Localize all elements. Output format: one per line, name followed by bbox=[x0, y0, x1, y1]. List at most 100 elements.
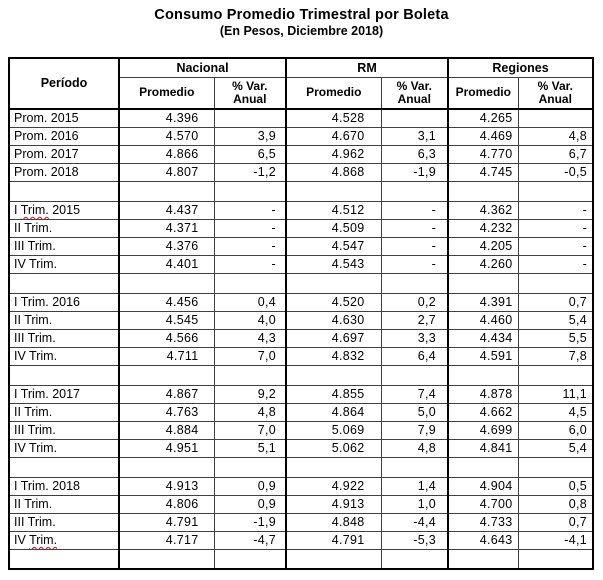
cell-nacional-var: 5,1 bbox=[213, 438, 287, 458]
empty-cell bbox=[285, 180, 382, 202]
empty-cell bbox=[213, 456, 287, 478]
periodo-text: I bbox=[14, 203, 21, 217]
spacer-row bbox=[8, 180, 594, 202]
cell-nacional-promedio: 4.376 bbox=[118, 236, 215, 256]
cell-regiones-var: - bbox=[517, 254, 594, 274]
table-row: I Trim. 2018 4.913 0,9 4.922 1,4 4.904 0,5 bbox=[8, 476, 594, 496]
var-header-line2: Anual bbox=[233, 91, 267, 106]
empty-cell bbox=[118, 364, 215, 386]
cell-rm-var: -4,4 bbox=[380, 512, 449, 532]
cell-regiones-promedio: 4.745 bbox=[447, 162, 519, 182]
empty-cell bbox=[447, 456, 519, 478]
cell-regiones-promedio: 4.700 bbox=[447, 494, 519, 514]
empty-cell bbox=[8, 456, 120, 478]
cell-nacional-promedio: 4.763 bbox=[118, 402, 215, 422]
empty-cell bbox=[285, 272, 382, 294]
cell-regiones-promedio: 4.643 bbox=[447, 530, 519, 550]
cell-rm-promedio: 4.528 bbox=[285, 108, 382, 128]
cell-nacional-promedio: 4.545 bbox=[118, 310, 215, 330]
cell-regiones-var: 0,7 bbox=[517, 512, 594, 532]
var-header-line1: % Var. bbox=[232, 78, 268, 93]
cell-rm-var: - bbox=[380, 236, 449, 256]
cell-periodo: II Trim. bbox=[8, 494, 120, 514]
cell-periodo: II Trim. bbox=[8, 218, 120, 238]
cell-regiones-promedio: 4.265 bbox=[447, 108, 519, 128]
cell-regiones-promedio: 4.469 bbox=[447, 126, 519, 146]
column-header-regiones-promedio: Promedio bbox=[447, 76, 519, 110]
cell-rm-var: 6,3 bbox=[380, 144, 449, 164]
cell-nacional-promedio: 4.791 bbox=[118, 512, 215, 532]
cell-regiones-promedio: 4.232 bbox=[447, 218, 519, 238]
cell-nacional-var: -4,7 bbox=[213, 530, 287, 550]
cell-regiones-var: 6,7 bbox=[517, 144, 594, 164]
table-row: Prom. 2015 4.396 4.528 4.265 bbox=[8, 108, 594, 128]
empty-cell bbox=[8, 548, 120, 570]
cell-nacional-promedio: 4.807 bbox=[118, 162, 215, 182]
cell-rm-var: 1,4 bbox=[380, 476, 449, 496]
cell-rm-promedio: 4.520 bbox=[285, 292, 382, 312]
periodo-text: III Trim. bbox=[14, 515, 56, 529]
spellcheck-error-text: Trim. bbox=[29, 533, 58, 547]
empty-cell bbox=[447, 548, 519, 570]
periodo-text: IV Trim. bbox=[14, 441, 58, 455]
table-row: III Trim. 4.884 7,0 5.069 7,9 4.699 6,0 bbox=[8, 420, 594, 440]
cell-nacional-promedio: 4.711 bbox=[118, 346, 215, 366]
empty-cell bbox=[380, 180, 449, 202]
cell-rm-promedio: 4.697 bbox=[285, 328, 382, 348]
cell-regiones-promedio: 4.770 bbox=[447, 144, 519, 164]
empty-cell bbox=[213, 180, 287, 202]
periodo-text: IV Trim. bbox=[14, 349, 58, 363]
table-row: II Trim. 4.545 4,0 4.630 2,7 4.460 5,4 bbox=[8, 310, 594, 330]
cell-rm-var: 3,1 bbox=[380, 126, 449, 146]
column-header-rm-var: % Var. Anual bbox=[380, 76, 449, 110]
cell-rm-promedio: 4.922 bbox=[285, 476, 382, 496]
cell-nacional-var: 7,0 bbox=[213, 346, 287, 366]
cell-nacional-promedio: 4.437 bbox=[118, 200, 215, 220]
empty-cell bbox=[517, 456, 594, 478]
periodo-text: III Trim. bbox=[14, 331, 56, 345]
empty-cell bbox=[380, 456, 449, 478]
table-row: III Trim. 4.791 -1,9 4.848 -4,4 4.733 0,7 bbox=[8, 512, 594, 532]
cell-periodo: I Trim. 2018 bbox=[8, 476, 120, 496]
sub-header-row: Promedio % Var. Anual Promedio % Var. An… bbox=[9, 76, 594, 110]
cell-nacional-var: 6,5 bbox=[213, 144, 287, 164]
cell-nacional-var: 7,0 bbox=[213, 420, 287, 440]
column-header-nacional-var: % Var. Anual bbox=[213, 76, 287, 110]
table-row: IV Trim. 4.951 5,1 5.062 4,8 4.841 5,4 bbox=[8, 438, 594, 458]
cell-periodo: III Trim. bbox=[8, 420, 120, 440]
periodo-text: II Trim. bbox=[14, 221, 53, 235]
cell-rm-var: - bbox=[380, 254, 449, 274]
column-header-rm-promedio: Promedio bbox=[285, 76, 382, 110]
cell-rm-promedio: 4.509 bbox=[285, 218, 382, 238]
var-header-line1: % Var. bbox=[537, 78, 573, 93]
cell-nacional-promedio: 4.884 bbox=[118, 420, 215, 440]
cell-regiones-promedio: 4.434 bbox=[447, 328, 519, 348]
cell-rm-promedio: 4.791 bbox=[285, 530, 382, 550]
periodo-text: II Trim. bbox=[14, 405, 53, 419]
empty-cell bbox=[8, 272, 120, 294]
periodo-text: IV Trim. bbox=[14, 257, 58, 271]
cell-nacional-var: 4,3 bbox=[213, 328, 287, 348]
cell-regiones-promedio: 4.841 bbox=[447, 438, 519, 458]
cell-nacional-promedio: 4.456 bbox=[118, 292, 215, 312]
cell-nacional-promedio: 4.566 bbox=[118, 328, 215, 348]
cell-rm-var: 6,4 bbox=[380, 346, 449, 366]
cell-nacional-var: 0,9 bbox=[213, 476, 287, 496]
periodo-text: 2015 bbox=[48, 203, 81, 217]
cell-rm-var: 7,9 bbox=[380, 420, 449, 440]
empty-cell bbox=[517, 548, 594, 570]
cell-nacional-var: - bbox=[213, 236, 287, 256]
empty-cell bbox=[118, 548, 215, 570]
cell-periodo: IV Trim. bbox=[8, 438, 120, 458]
cell-regiones-var: -4,1 bbox=[517, 530, 594, 550]
cell-rm-var: 4,8 bbox=[380, 438, 449, 458]
group-header-row: Período Nacional RM Regiones bbox=[8, 57, 594, 110]
cell-rm-var: 7,4 bbox=[380, 384, 449, 404]
spacer-row bbox=[8, 364, 594, 386]
cell-rm-var bbox=[380, 108, 449, 128]
cell-nacional-promedio: 4.570 bbox=[118, 126, 215, 146]
cell-periodo: IV Trim. bbox=[8, 530, 120, 550]
empty-cell bbox=[118, 456, 215, 478]
var-header-line2: Anual bbox=[397, 91, 431, 106]
cell-nacional-promedio: 4.913 bbox=[118, 476, 215, 496]
